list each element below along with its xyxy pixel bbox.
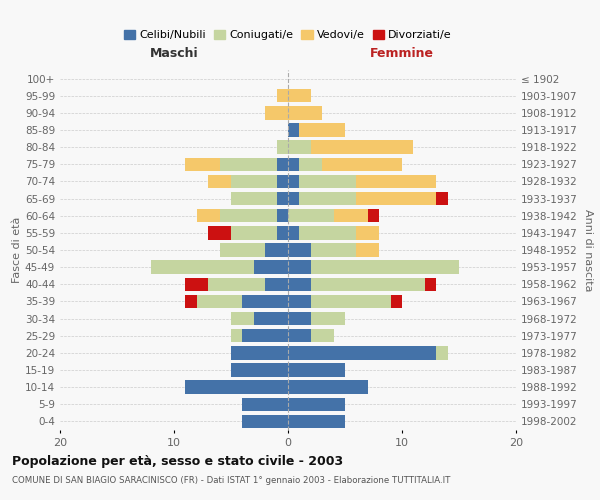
Bar bbox=[288, 124, 299, 136]
Bar bbox=[288, 89, 311, 102]
Bar bbox=[436, 346, 448, 360]
Bar bbox=[288, 226, 299, 239]
Bar bbox=[311, 278, 425, 291]
Bar bbox=[151, 260, 254, 274]
Bar bbox=[185, 158, 220, 171]
Bar bbox=[288, 260, 311, 274]
Bar bbox=[299, 192, 356, 205]
Bar bbox=[220, 244, 265, 256]
Bar bbox=[288, 329, 311, 342]
Bar bbox=[254, 260, 288, 274]
Bar bbox=[288, 209, 334, 222]
Bar bbox=[311, 312, 345, 326]
Bar bbox=[356, 192, 436, 205]
Bar bbox=[231, 192, 277, 205]
Bar bbox=[231, 312, 254, 326]
Text: Popolazione per età, sesso e stato civile - 2003: Popolazione per età, sesso e stato civil… bbox=[12, 455, 343, 468]
Bar bbox=[185, 278, 208, 291]
Bar bbox=[242, 398, 288, 411]
Y-axis label: Fasce di età: Fasce di età bbox=[12, 217, 22, 283]
Bar bbox=[208, 174, 231, 188]
Bar bbox=[231, 329, 242, 342]
Text: COMUNE DI SAN BIAGIO SARACINISCO (FR) - Dati ISTAT 1° gennaio 2003 - Elaborazion: COMUNE DI SAN BIAGIO SARACINISCO (FR) - … bbox=[12, 476, 451, 485]
Bar bbox=[288, 294, 311, 308]
Bar bbox=[299, 174, 356, 188]
Bar bbox=[197, 294, 242, 308]
Bar bbox=[288, 346, 436, 360]
Bar bbox=[265, 106, 288, 120]
Bar bbox=[391, 294, 402, 308]
Y-axis label: Anni di nascita: Anni di nascita bbox=[583, 209, 593, 291]
Bar bbox=[277, 158, 288, 171]
Bar bbox=[220, 158, 277, 171]
Bar bbox=[277, 209, 288, 222]
Bar bbox=[242, 294, 288, 308]
Legend: Celibi/Nubili, Coniugati/e, Vedovi/e, Divorziati/e: Celibi/Nubili, Coniugati/e, Vedovi/e, Di… bbox=[120, 25, 456, 44]
Bar bbox=[288, 244, 311, 256]
Bar bbox=[322, 158, 402, 171]
Bar bbox=[265, 278, 288, 291]
Bar bbox=[220, 209, 277, 222]
Bar bbox=[288, 380, 368, 394]
Bar bbox=[311, 294, 391, 308]
Bar bbox=[356, 226, 379, 239]
Bar bbox=[311, 244, 356, 256]
Bar bbox=[288, 174, 299, 188]
Bar bbox=[356, 174, 436, 188]
Bar bbox=[277, 89, 288, 102]
Bar bbox=[311, 260, 459, 274]
Bar bbox=[288, 192, 299, 205]
Bar bbox=[231, 174, 277, 188]
Bar bbox=[231, 364, 288, 376]
Bar bbox=[425, 278, 436, 291]
Bar bbox=[231, 226, 277, 239]
Bar bbox=[277, 226, 288, 239]
Bar bbox=[185, 380, 288, 394]
Text: Femmine: Femmine bbox=[370, 46, 434, 60]
Bar bbox=[288, 158, 299, 171]
Bar bbox=[288, 106, 322, 120]
Bar bbox=[277, 174, 288, 188]
Bar bbox=[311, 329, 334, 342]
Text: Maschi: Maschi bbox=[149, 46, 199, 60]
Bar bbox=[334, 209, 368, 222]
Bar bbox=[288, 414, 345, 428]
Bar bbox=[185, 294, 197, 308]
Bar bbox=[277, 140, 288, 154]
Bar bbox=[242, 414, 288, 428]
Bar bbox=[299, 158, 322, 171]
Bar bbox=[265, 244, 288, 256]
Bar bbox=[242, 329, 288, 342]
Bar bbox=[254, 312, 288, 326]
Bar bbox=[288, 364, 345, 376]
Bar bbox=[436, 192, 448, 205]
Bar bbox=[231, 346, 288, 360]
Bar bbox=[208, 278, 265, 291]
Bar bbox=[368, 209, 379, 222]
Bar bbox=[288, 398, 345, 411]
Bar bbox=[288, 140, 311, 154]
Bar bbox=[299, 124, 345, 136]
Bar bbox=[299, 226, 356, 239]
Bar bbox=[208, 226, 231, 239]
Bar bbox=[277, 192, 288, 205]
Bar bbox=[356, 244, 379, 256]
Bar bbox=[288, 278, 311, 291]
Bar bbox=[197, 209, 220, 222]
Bar bbox=[311, 140, 413, 154]
Bar bbox=[288, 312, 311, 326]
